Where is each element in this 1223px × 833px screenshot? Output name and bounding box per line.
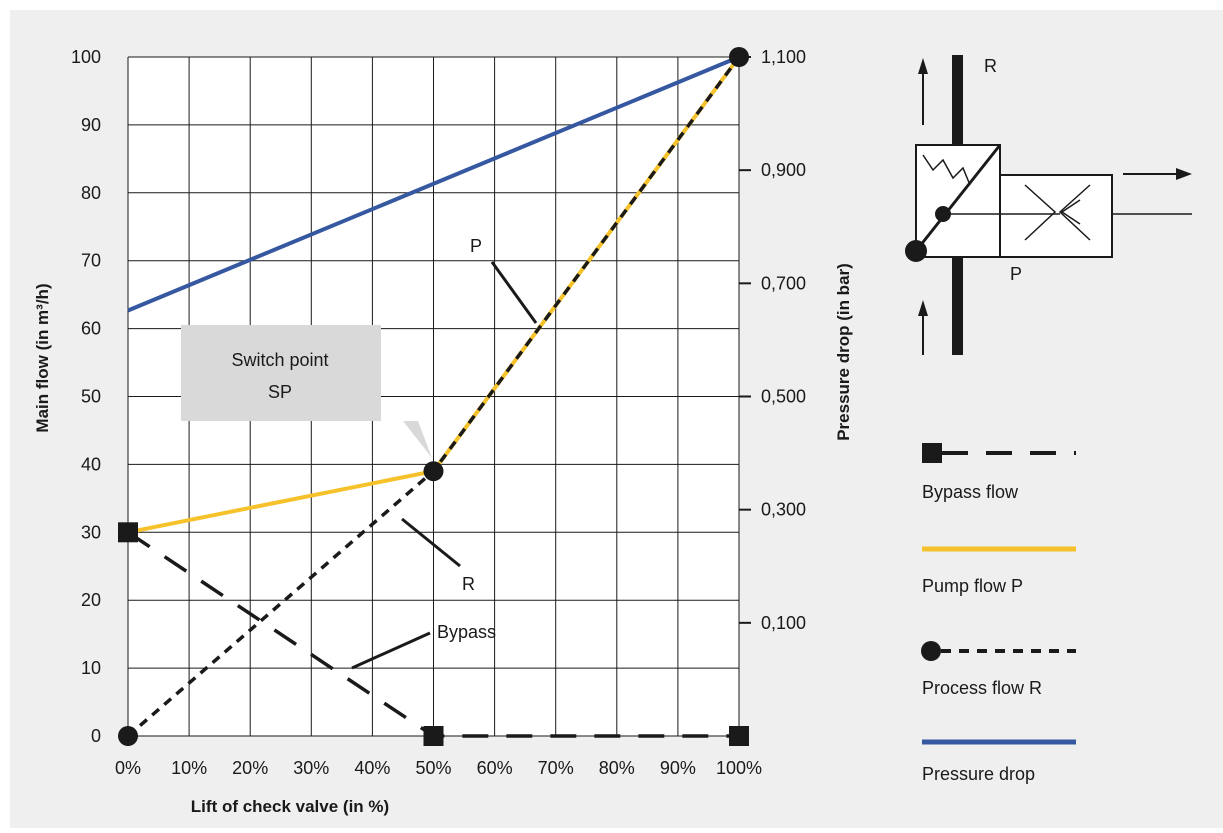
marker-circle — [423, 461, 444, 482]
legend: Bypass flow Pump flow P Process flow R P… — [921, 443, 1076, 784]
y2-tick-label: 0,500 — [761, 387, 806, 407]
schematic-label-r: R — [984, 56, 997, 76]
marker-square — [729, 726, 749, 746]
x-tick-label: 20% — [232, 758, 268, 778]
switch-point-callout: Switch point SP — [181, 325, 432, 458]
annotations: P R Bypass — [351, 236, 538, 670]
legend-item-bypass: Bypass flow — [922, 443, 1076, 502]
legend-circle-marker — [921, 641, 941, 661]
legend-item-process: Process flow R — [921, 641, 1076, 698]
arrow-up-icon — [918, 300, 928, 355]
schematic-pivot — [935, 206, 951, 222]
x-tick-label: 0% — [115, 758, 141, 778]
y-tick-label: 20 — [81, 590, 101, 610]
y-tick-label: 60 — [81, 319, 101, 339]
marker-layer — [118, 47, 749, 746]
x-tick-label: 40% — [354, 758, 390, 778]
schematic-flap — [914, 144, 1002, 252]
y-tick-label: 40 — [81, 454, 101, 474]
callout-line1: Switch point — [231, 350, 328, 370]
y2-tick-label: 0,100 — [761, 613, 806, 633]
legend-square-marker — [922, 443, 942, 463]
y-tick-label: 70 — [81, 251, 101, 271]
annotation-label: Bypass — [437, 622, 496, 642]
marker-circle — [729, 47, 749, 67]
y-tick-label: 50 — [81, 387, 101, 407]
schematic-nozzle-box — [999, 174, 1113, 258]
callout-line2: SP — [268, 382, 292, 402]
tick-labels: 0% 10% 20% 30% 40% 50% 60% 70% 80% 90% 100% 0 10 20 30… — [71, 47, 806, 778]
legend-item-pump: Pump flow P — [922, 546, 1076, 596]
x-tick-label: 100% — [716, 758, 762, 778]
x-tick-label: 10% — [171, 758, 207, 778]
annotation-leader — [490, 261, 538, 324]
arrow-right-icon — [1123, 168, 1192, 180]
y2-tick-label: 0,300 — [761, 500, 806, 520]
legend-item-pressure: Pressure drop — [922, 739, 1076, 784]
x-tick-label: 60% — [477, 758, 513, 778]
x-axis-title: Lift of check valve (in %) — [191, 797, 389, 816]
series-line-3 — [127, 55, 740, 313]
x-tick-label: 50% — [415, 758, 451, 778]
marker-square — [118, 522, 138, 543]
y2-tick-label: 0,900 — [761, 160, 806, 180]
y-tick-label: 80 — [81, 183, 101, 203]
x-tick-label: 80% — [599, 758, 635, 778]
schematic-label-p: P — [1010, 264, 1022, 284]
legend-label-pump: Pump flow P — [922, 576, 1023, 596]
y-tick-label: 0 — [91, 726, 101, 746]
legend-label-process: Process flow R — [922, 678, 1042, 698]
legend-label-bypass: Bypass flow — [922, 482, 1019, 502]
valve-schematic: R P — [905, 55, 1192, 355]
y-tick-label: 30 — [81, 522, 101, 542]
marker-square — [423, 726, 444, 746]
annotation-leader — [351, 631, 431, 670]
legend-label-pressure: Pressure drop — [922, 764, 1035, 784]
y-tick-label: 100 — [71, 47, 101, 67]
y2-tick-label: 0,700 — [761, 273, 806, 293]
x-tick-label: 30% — [293, 758, 329, 778]
y2-axis-title: Pressure drop (in bar) — [834, 263, 853, 441]
y-axis-title: Main flow (in m³/h) — [33, 283, 52, 432]
marker-circle — [118, 726, 138, 746]
annotation-leader — [401, 517, 461, 568]
y2-tick-label: 1,100 — [761, 47, 806, 67]
schematic-spring — [922, 154, 971, 186]
x-tick-label: 90% — [660, 758, 696, 778]
arrow-up-icon — [918, 58, 928, 125]
schematic-hinge — [905, 240, 927, 262]
y-tick-label: 10 — [81, 658, 101, 678]
x-tick-label: 70% — [538, 758, 574, 778]
annotation-label: R — [462, 574, 475, 594]
y-tick-label: 90 — [81, 115, 101, 135]
annotation-label: P — [470, 236, 482, 256]
